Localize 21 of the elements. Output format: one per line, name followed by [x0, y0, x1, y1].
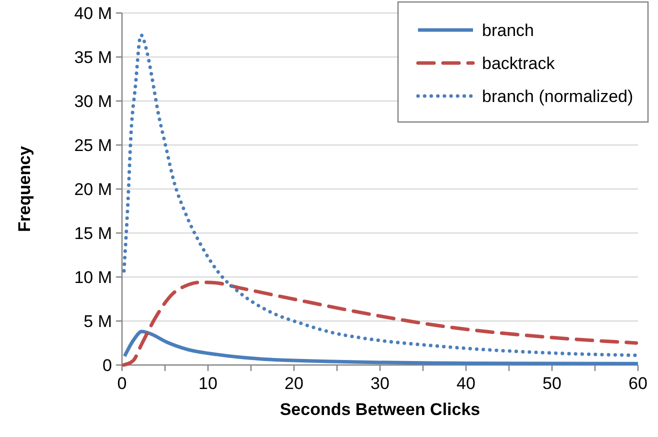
- y-axis-title: Frequency: [15, 145, 34, 232]
- x-tick-label: 0: [117, 374, 127, 393]
- x-tick-label: 60: [628, 374, 648, 393]
- y-tick-label: 35 M: [74, 48, 112, 67]
- x-tick-label: 30: [370, 374, 390, 393]
- y-tick-label: 20 M: [74, 180, 112, 199]
- y-tick-label: 40 M: [74, 4, 112, 23]
- legend-label: branch: [482, 20, 534, 40]
- y-tick-label: 25 M: [74, 136, 112, 155]
- legend-label: backtrack: [482, 54, 556, 73]
- x-axis-title: Seconds Between Clicks: [280, 400, 480, 419]
- legend-label: branch (normalized): [482, 86, 634, 106]
- y-tick-label: 5 M: [84, 312, 112, 331]
- x-tick-label: 10: [198, 374, 218, 393]
- y-tick-label: 10 M: [74, 268, 112, 287]
- x-tick-label: 50: [542, 374, 562, 393]
- y-tick-label: 30 M: [74, 92, 112, 111]
- x-tick-label: 20: [284, 374, 304, 393]
- y-tick-label: 0: [102, 356, 112, 375]
- y-tick-label: 15 M: [74, 224, 112, 243]
- x-tick-label: 40: [456, 374, 476, 393]
